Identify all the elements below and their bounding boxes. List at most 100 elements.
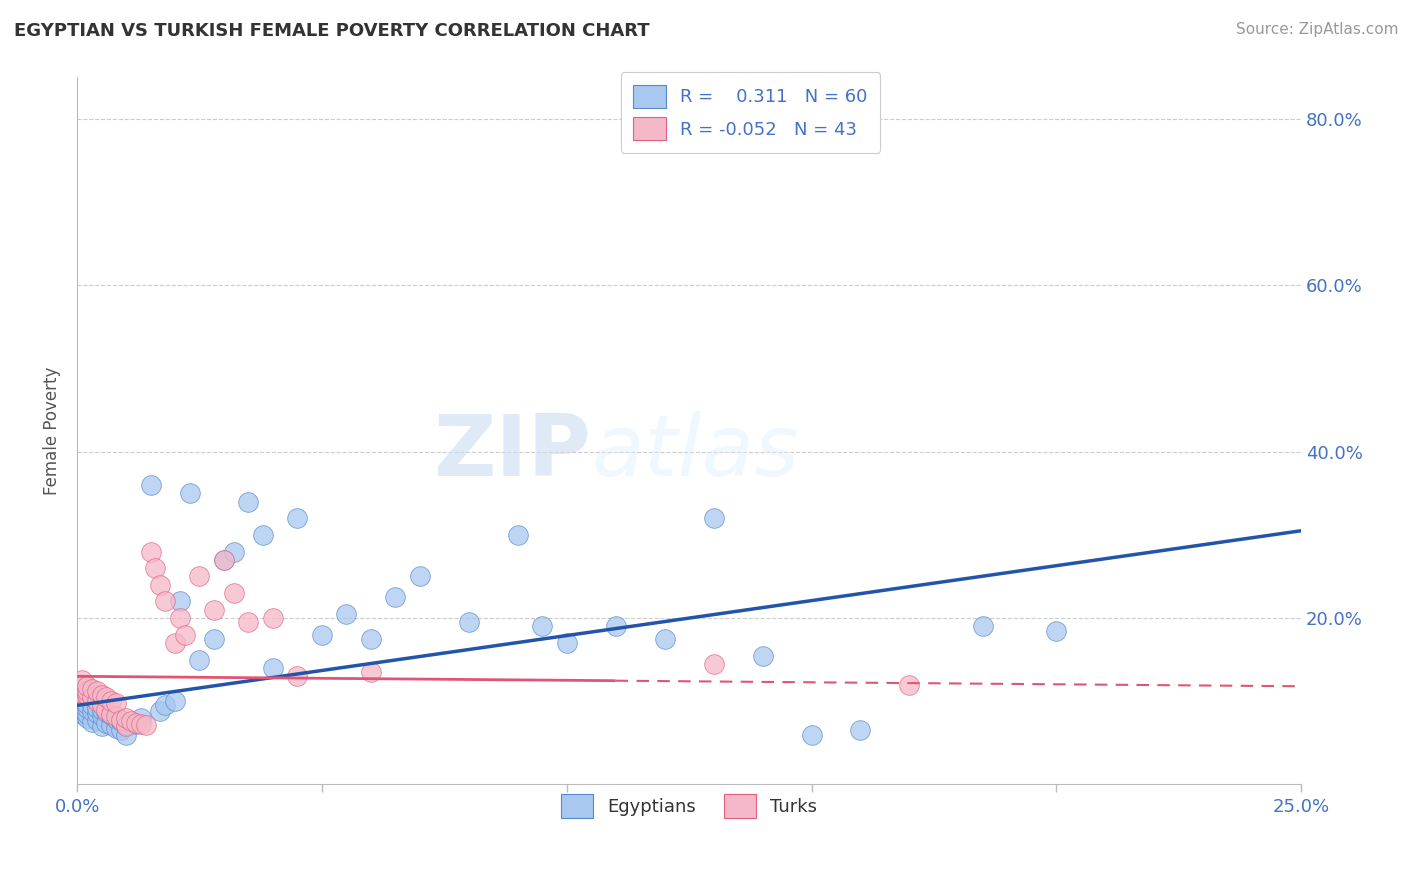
Point [222,586,245,600]
Point [703,511,725,525]
Point [188,569,211,583]
Point [105,709,128,723]
Point [76,688,98,702]
Point [86,694,108,708]
Point [287,511,309,525]
Point [163,636,186,650]
Point [155,594,177,608]
Point [105,721,128,735]
Point [409,569,432,583]
Point [139,544,162,558]
Point [457,615,479,630]
Point [849,723,872,738]
Point [169,611,191,625]
Point [139,478,162,492]
Point [115,727,138,741]
Point [70,706,93,721]
Point [129,716,152,731]
Point [555,636,578,650]
Point [110,723,132,738]
Point [76,706,98,721]
Point [105,696,128,710]
Point [262,661,284,675]
Point [96,690,118,704]
Point [179,486,201,500]
Point [70,694,93,708]
Point [86,684,108,698]
Point [76,701,98,715]
Point [110,713,132,727]
Point [605,619,627,633]
Point [360,632,382,646]
Point [86,701,108,715]
Point [149,704,172,718]
Point [100,708,122,723]
Point [80,698,103,713]
Point [125,715,148,730]
Text: atlas: atlas [591,410,799,493]
Point [703,657,725,671]
Point [115,719,138,733]
Point [360,665,382,680]
Point [531,619,554,633]
Point [238,615,260,630]
Text: Source: ZipAtlas.com: Source: ZipAtlas.com [1236,22,1399,37]
Point [654,632,676,646]
Point [252,528,274,542]
Point [90,709,112,723]
Point [751,648,773,663]
Point [120,714,142,729]
Point [169,594,191,608]
Point [100,706,122,721]
Point [90,688,112,702]
Point [384,591,406,605]
Point [202,603,225,617]
Point [80,690,103,704]
Point [70,702,93,716]
Point [212,553,235,567]
Point [76,679,98,693]
Point [100,694,122,708]
Point [188,653,211,667]
Point [86,706,108,720]
Point [70,686,93,700]
Point [129,711,152,725]
Point [238,494,260,508]
Point [96,715,118,730]
Point [125,716,148,731]
Point [262,611,284,625]
Point [898,678,921,692]
Point [80,681,103,696]
Legend: Egyptians, Turks: Egyptians, Turks [554,788,825,825]
Point [800,727,823,741]
Point [972,619,994,633]
Point [115,717,138,731]
Point [70,678,93,692]
Point [222,544,245,558]
Point [90,698,112,713]
Point [311,628,333,642]
Point [115,711,138,725]
Point [173,628,195,642]
Point [76,684,98,698]
Point [335,607,357,621]
Point [80,704,103,718]
Point [1045,624,1067,638]
Point [70,698,93,713]
Point [149,578,172,592]
Point [76,711,98,725]
Point [96,705,118,719]
Point [135,718,157,732]
Point [163,694,186,708]
Point [110,714,132,729]
Point [202,632,225,646]
Point [96,702,118,716]
Point [70,673,93,688]
Y-axis label: Female Poverty: Female Poverty [44,367,60,495]
Text: ZIP: ZIP [433,410,591,493]
Point [90,719,112,733]
Point [105,712,128,726]
Point [100,717,122,731]
Point [80,714,103,729]
Point [86,713,108,727]
